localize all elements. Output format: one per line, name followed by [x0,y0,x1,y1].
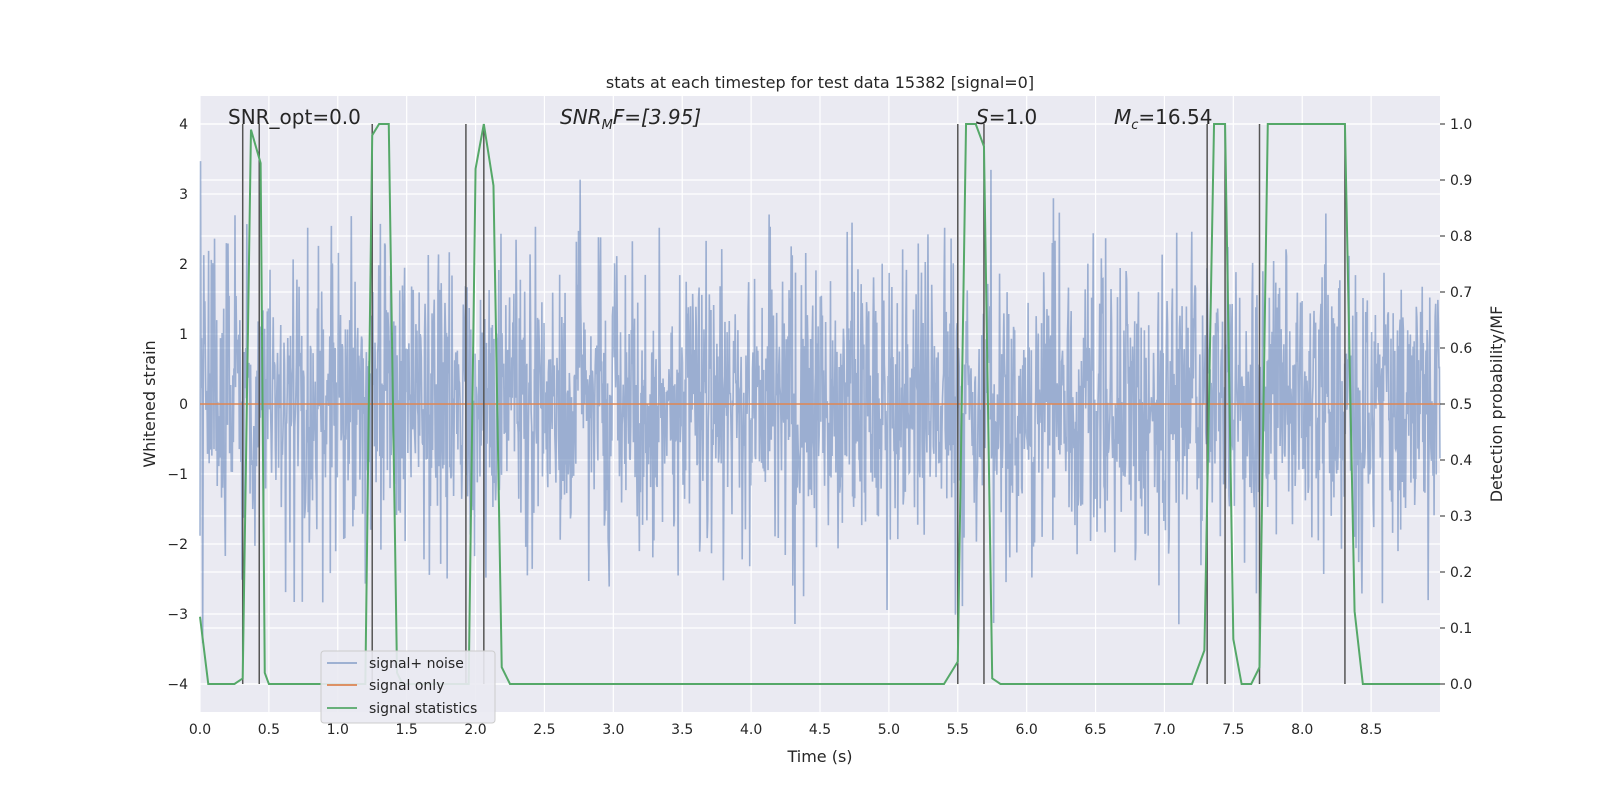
noise-line [199,161,1441,644]
y-right-tick-label: 0.2 [1450,565,1472,581]
y-right-tick-label: 0.4 [1450,453,1472,469]
y-right-tick-label: 0.5 [1450,397,1472,413]
x-tick-label: 7.5 [1222,722,1244,738]
x-axis-label: Time (s) [786,747,852,766]
x-tick-label: 6.0 [1016,722,1038,738]
x-tick-labels: 0.0 0.5 1.0 1.5 2.0 2.5 3.0 3.5 4.0 4.5 5.0 5.5 6.0 6… [189,722,1382,738]
annotation-snr-opt: SNR_opt=0.0 [228,105,361,129]
legend-box [320,650,496,724]
y-right-tick-label: 1.0 [1450,117,1472,133]
x-tick-label: 6.5 [1084,722,1106,738]
y-tick-labels: −4 −3 −2 −1 0 1 2 3 4 [167,117,188,693]
chart-title: stats at each timestep for test data 153… [606,73,1034,92]
x-tick-label: 2.5 [533,722,555,738]
x-tick-label: 7.0 [1153,722,1175,738]
y-tick-label: −3 [167,607,188,623]
annotation-s: S=1.0 [976,105,1037,129]
legend-label-noise: signal+ noise [369,656,464,672]
x-tick-label: 2.0 [464,722,486,738]
x-tick-label: 3.0 [602,722,624,738]
x-tick-label: 1.0 [327,722,349,738]
x-tick-label: 5.0 [878,722,900,738]
legend-label-stats: signal statistics [369,701,477,717]
y-right-tick-label: 0.9 [1450,173,1472,189]
x-tick-label: 8.0 [1291,722,1313,738]
y-tick-label: −1 [167,467,188,483]
x-tick-label: 1.5 [396,722,418,738]
y-tick-label: 4 [179,117,188,133]
y-right-tick-label: 0.7 [1450,285,1472,301]
x-tick-label: 0.5 [258,722,280,738]
y-axis-label: Whitened strain [140,340,159,467]
x-tick-label: 4.0 [740,722,762,738]
detection-markers [241,124,1346,684]
x-tick-label: 8.5 [1360,722,1382,738]
stats-line [199,123,1440,685]
annotation-snr-mf: SNRMF=[3.95] [560,105,701,133]
annotation-mc: Mc=16.54 [1114,105,1212,133]
y-right-tick-label: 0.0 [1450,677,1472,693]
legend-label-signal: signal only [369,678,444,694]
y-tick-label: 3 [179,187,188,203]
y-right-axis-label: Detection probability/MF [1487,306,1506,503]
y-tick-label: 0 [179,397,188,413]
y-tick-label: −4 [167,677,188,693]
y-tick-label: 1 [179,327,188,343]
y-tick-label: −2 [167,537,188,553]
x-tick-label: 0.0 [189,722,211,738]
y-right-tick-label: 0.1 [1450,621,1472,637]
y-right-tick-label: 0.6 [1450,341,1472,357]
y-tick-label: 2 [179,257,188,273]
series-signal-noise [199,161,1441,644]
y-right-tick-label: 0.8 [1450,229,1472,245]
legend: signal+ noise signal only signal statist… [320,650,496,724]
y-right-tick-labels: 0.0 0.1 0.2 0.3 0.4 0.5 0.6 0.7 0.8 0.9 1.0 [1440,117,1472,693]
x-tick-label: 3.5 [671,722,693,738]
y-right-tick-label: 0.3 [1450,509,1472,525]
series-signal-statistics [199,123,1440,685]
x-tick-label: 4.5 [809,722,831,738]
x-tick-label: 5.5 [947,722,969,738]
